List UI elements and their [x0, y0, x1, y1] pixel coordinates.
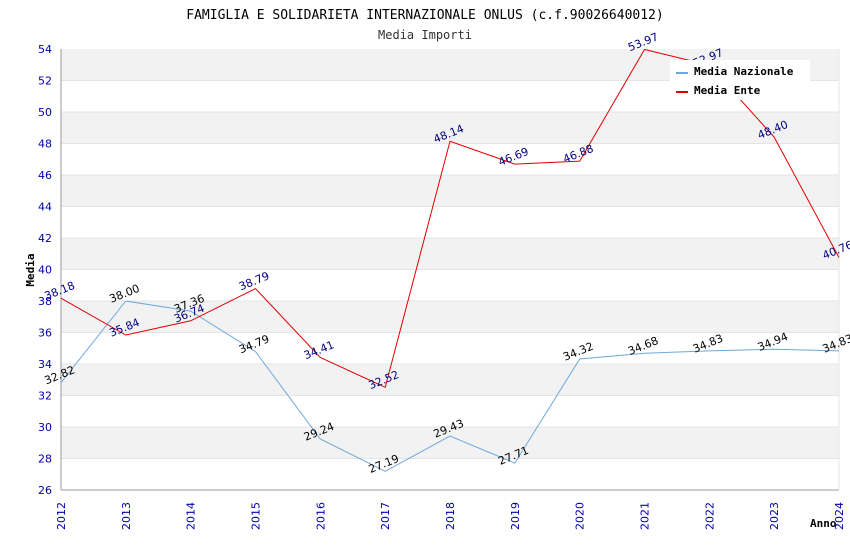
series-line-nazionale [60, 300, 840, 472]
y-tick-label: 52 [38, 75, 52, 88]
x-tick-label: 2019 [509, 502, 522, 530]
y-tick-labels: 26 28 30 32 34 36 38 40 42 44 46 48 50 52 54 [38, 43, 52, 497]
y-tick-label: 28 [38, 453, 52, 466]
y-tick-label: 30 [38, 421, 52, 434]
grid-band [61, 269, 839, 301]
x-tick-label: 2024 [833, 502, 846, 530]
x-tick-label: 2016 [314, 502, 327, 530]
y-tick-label: 54 [38, 43, 52, 56]
x-tick-label: 2012 [55, 502, 68, 530]
x-axis-title: Anno [810, 517, 837, 530]
grid-band [61, 175, 839, 207]
y-tick-label: 32 [38, 390, 52, 403]
y-tick-label: 46 [38, 169, 52, 182]
grid-band [61, 301, 839, 333]
x-tick-label: 2014 [185, 502, 198, 530]
grid-band [61, 458, 839, 490]
x-tick-labels: 2012 2013 2014 2015 2016 2017 2018 2019 2020 2021… [55, 502, 846, 530]
legend-label-ente: Media Ente [694, 84, 761, 97]
legend-label-nazionale: Media Nazionale [694, 65, 794, 78]
legend-box [670, 60, 810, 100]
axes [60, 49, 840, 491]
grid-band [61, 206, 839, 238]
y-tick-label: 42 [38, 232, 52, 245]
y-tick-label: 50 [38, 106, 52, 119]
x-tick-label: 2017 [379, 502, 392, 530]
y-tick-label: 44 [38, 201, 52, 214]
grid-band [61, 112, 839, 144]
y-tick-label: 38 [38, 295, 52, 308]
chart-title: FAMIGLIA E SOLIDARIETA INTERNAZIONALE ON… [186, 8, 663, 23]
legend: Media Nazionale Media Ente [670, 60, 810, 100]
y-axis-title: Media [24, 253, 37, 286]
grid-band [61, 143, 839, 175]
y-tick-label: 36 [38, 327, 52, 340]
x-tick-label: 2018 [444, 502, 457, 530]
x-tick-label: 2013 [120, 502, 133, 530]
x-tick-label: 2015 [250, 502, 263, 530]
grid-band [61, 238, 839, 270]
grid-band [61, 332, 839, 364]
grid-band [61, 395, 839, 427]
y-tick-label: 40 [38, 264, 52, 277]
chart-subtitle: Media Importi [378, 28, 472, 42]
x-tick-label: 2023 [768, 502, 781, 530]
grid-band [61, 364, 839, 396]
grid-band [61, 427, 839, 459]
x-tick-label: 2022 [703, 502, 716, 530]
x-tick-label: 2020 [574, 502, 587, 530]
x-tick-label: 2021 [639, 502, 652, 530]
y-tick-label: 26 [38, 484, 52, 497]
y-tick-label: 34 [38, 358, 52, 371]
y-tick-label: 48 [38, 138, 52, 151]
